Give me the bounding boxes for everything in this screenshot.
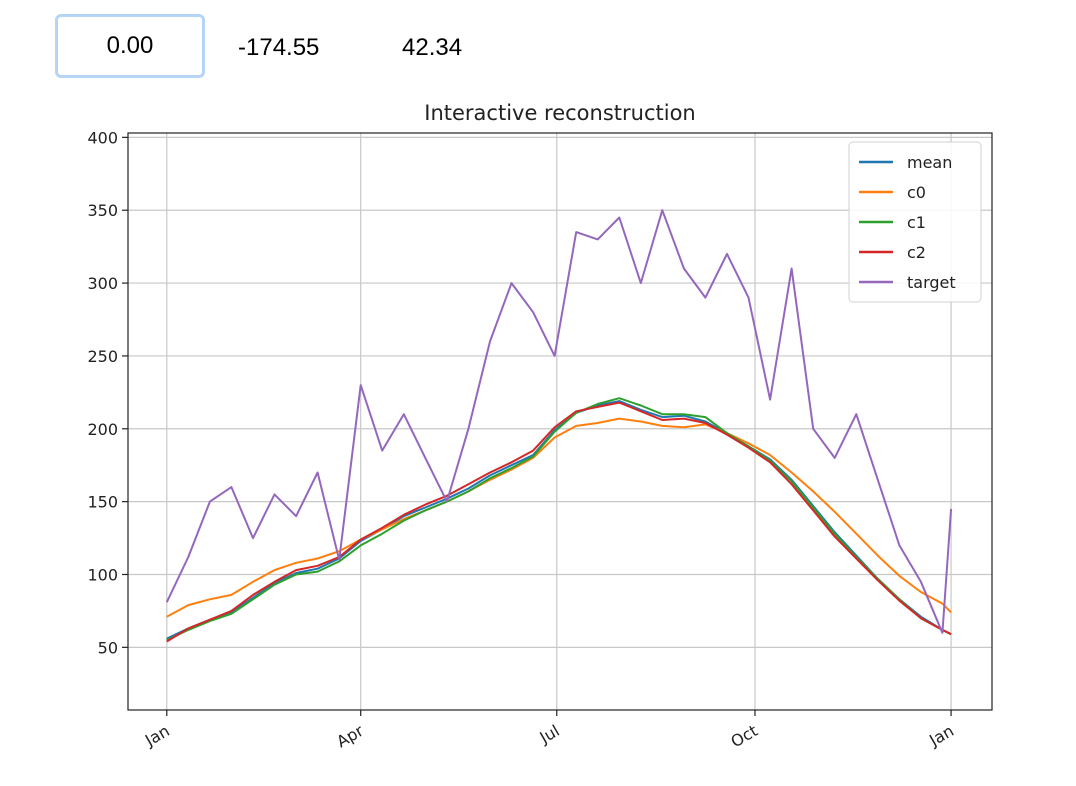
x-tick-label: Jan [141,721,173,750]
series-line-target [165,209,953,634]
line-chart: Interactive reconstruction 50 100 150 200 25… [87,101,993,751]
legend-label: target [907,273,956,292]
y-tick-label: 150 [87,493,118,512]
value-input[interactable] [55,14,205,78]
y-tick-label: 300 [87,274,118,293]
legend-label: c0 [907,183,926,202]
series-line-mean [166,400,952,640]
y-tick-label: 100 [87,565,118,584]
series-line-c2 [166,401,952,643]
series-layer [165,209,953,643]
legend-label: mean [907,153,952,172]
legend-box [848,141,982,303]
legend: mean c0 c1 c2 target [848,141,982,303]
chart-title: Interactive reconstruction [424,101,695,125]
y-tick-label: 50 [98,638,118,657]
y-tick-label: 350 [87,201,118,220]
series-line-c1 [166,397,952,642]
y-tick-label: 250 [87,347,118,366]
legend-label: c2 [907,243,926,262]
x-tick-label: Oct [728,721,761,751]
readout-value-2: 42.34 [402,34,463,61]
x-tick-label: Jan [925,721,957,750]
y-tick-label: 400 [87,128,118,147]
x-tick-label: Jul [536,721,563,748]
axis-layer: 50 100 150 200 250 300 350 400 Jan Apr Jul Oct Jan [87,128,957,751]
readout-value-1: -174.55 [238,34,320,61]
y-tick-label: 200 [87,420,118,439]
controls-row: -174.55 42.34 [0,0,1076,90]
series-line-c0 [166,417,952,618]
plot-frame [127,132,993,711]
legend-label: c1 [907,213,926,232]
x-tick-label: Apr [333,721,367,752]
